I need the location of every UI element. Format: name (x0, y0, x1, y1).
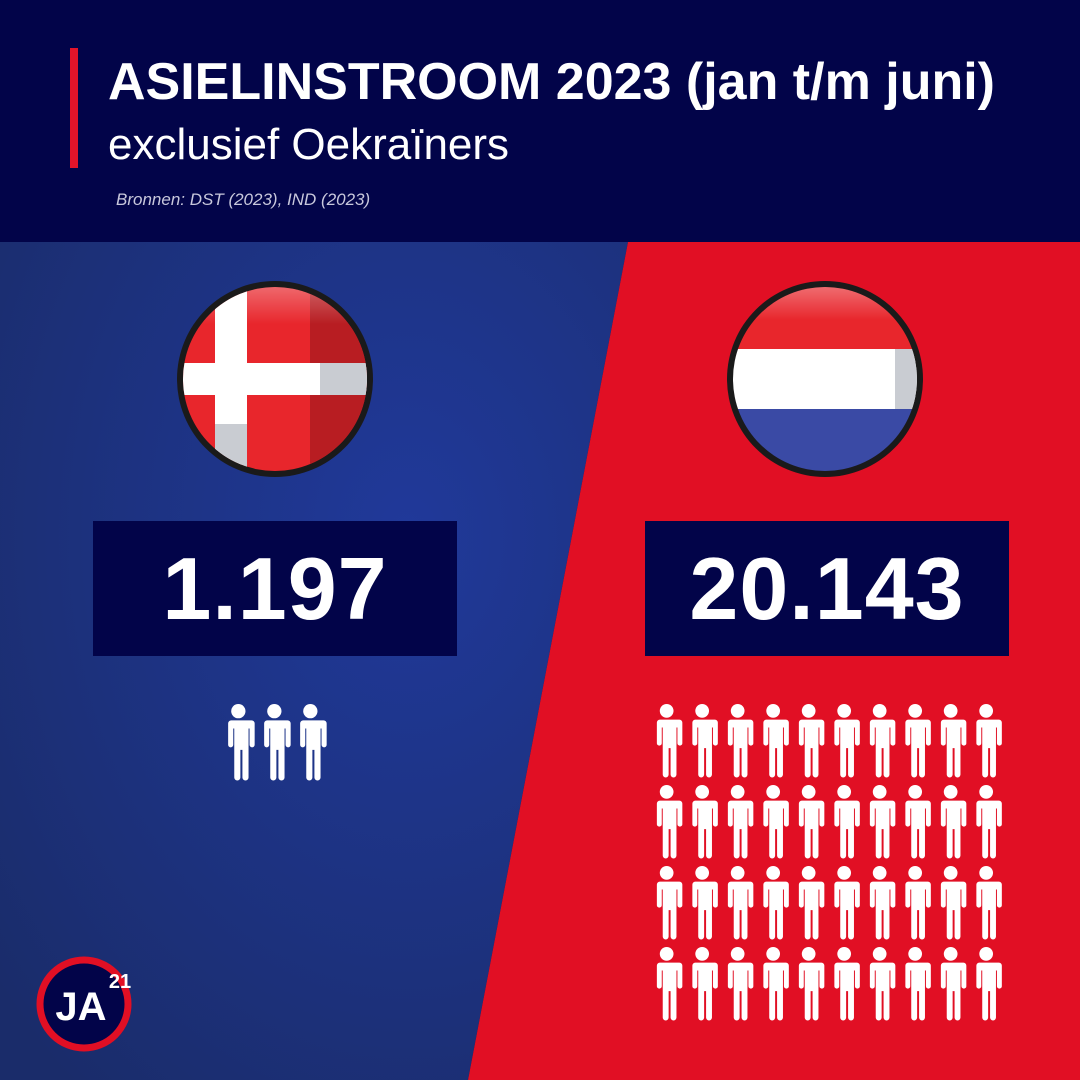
person-icon (795, 866, 825, 940)
person-icon (653, 704, 683, 778)
person-icon (831, 866, 860, 940)
denmark-value-box: 1.197 (93, 521, 457, 656)
denmark-people-icons (225, 704, 327, 781)
person-icon (831, 785, 860, 859)
svg-text:JA: JA (55, 985, 106, 1029)
denmark-panel (0, 242, 628, 1080)
person-icon (795, 785, 825, 859)
person-icon (653, 785, 683, 859)
sources-note: Bronnen: DST (2023), IND (2023) (116, 190, 371, 209)
person-icon (724, 785, 754, 859)
person-icon (795, 947, 825, 1021)
person-icon (866, 866, 896, 940)
person-icon (760, 704, 789, 778)
person-icon (973, 785, 1002, 859)
denmark-value: 1.197 (162, 538, 388, 638)
person-icon (973, 866, 1002, 940)
person-icon (902, 866, 931, 940)
denmark-flag-icon (177, 281, 373, 477)
netherlands-people-icons (653, 704, 1002, 1021)
person-icon (831, 704, 860, 778)
person-icon (937, 785, 967, 859)
person-icon (937, 866, 967, 940)
person-icon (689, 947, 718, 1021)
person-icon (653, 947, 683, 1021)
person-icon (724, 866, 754, 940)
person-icon (902, 785, 931, 859)
person-icon (760, 866, 789, 940)
svg-text:21: 21 (109, 971, 131, 993)
person-icon (866, 947, 896, 1021)
person-icon (866, 785, 896, 859)
person-icon (831, 947, 860, 1021)
person-icon (760, 785, 789, 859)
netherlands-panel (468, 242, 1080, 1080)
netherlands-value: 20.143 (689, 538, 965, 638)
person-icon (866, 704, 896, 778)
person-icon (724, 947, 754, 1021)
panel-backgrounds (0, 242, 1080, 1080)
person-icon (902, 947, 931, 1021)
comparison-panels: 1.197 20.143 (0, 242, 1080, 1080)
person-icon (937, 947, 967, 1021)
person-icon (689, 704, 718, 778)
netherlands-value-box: 20.143 (645, 521, 1009, 656)
person-icon (653, 866, 683, 940)
person-icon (902, 704, 931, 778)
person-icon (795, 704, 825, 778)
person-icon (973, 947, 1002, 1021)
person-icon (689, 866, 718, 940)
person-icon (297, 704, 327, 781)
ja21-logo: JA 21 (36, 956, 132, 1052)
person-icon (973, 704, 1002, 778)
person-icon (724, 704, 754, 778)
header-accent-bar (70, 48, 78, 168)
person-icon (225, 704, 255, 781)
page-title: ASIELINSTROOM 2023 (jan t/m juni) (108, 53, 995, 111)
person-icon (937, 704, 967, 778)
person-icon (689, 785, 718, 859)
person-icon (760, 947, 789, 1021)
netherlands-flag-icon (727, 281, 923, 477)
header: ASIELINSTROOM 2023 (jan t/m juni) exclus… (0, 0, 1080, 242)
page-subtitle: exclusief Oekraïners (108, 120, 510, 169)
person-icon (261, 704, 291, 781)
